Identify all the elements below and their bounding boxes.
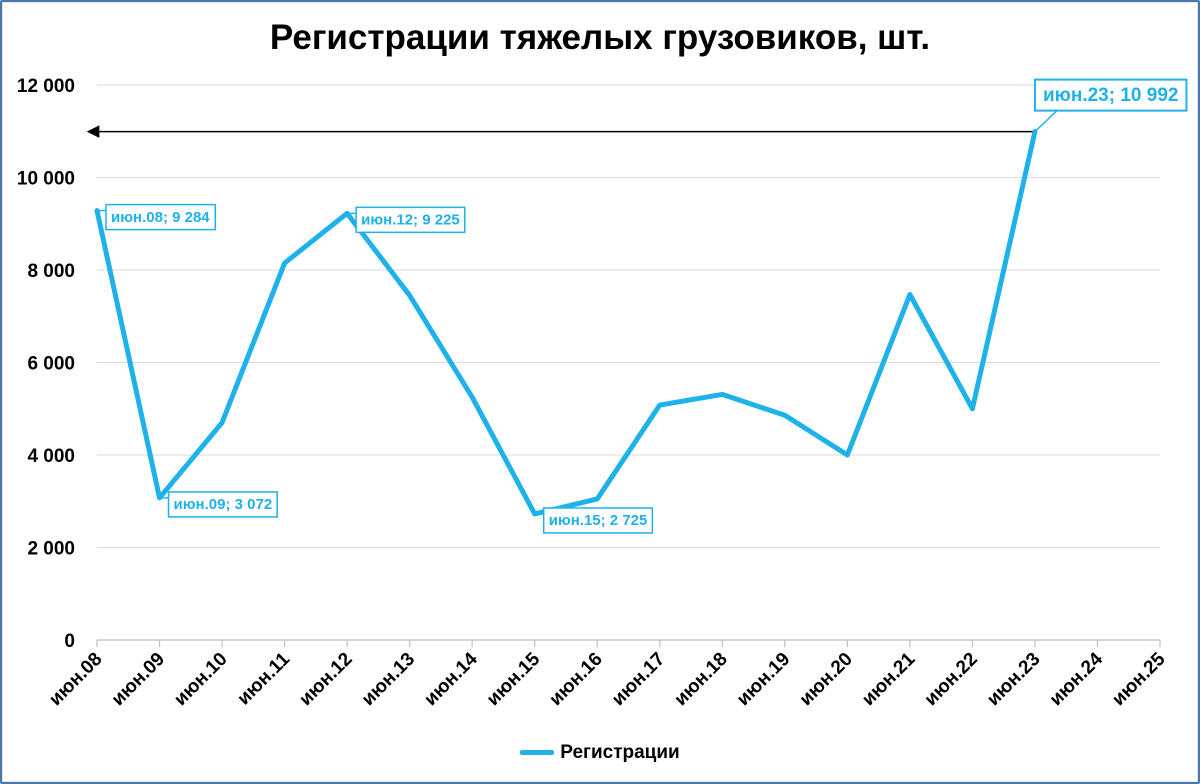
y-tick-label: 8 000	[27, 261, 75, 282]
x-tick-label: июн.08	[45, 649, 106, 710]
data-point	[595, 496, 600, 502]
series-line-registrations	[94, 129, 1038, 517]
x-tick-label: июн.09	[108, 649, 169, 710]
x-tick-label: июн.20	[796, 649, 857, 710]
series-line	[94, 129, 1038, 517]
x-tick-label: июн.19	[733, 649, 794, 710]
data-point	[469, 394, 475, 400]
legend-label: Регистрации	[560, 742, 680, 763]
y-tick-label: 2 000	[27, 539, 75, 560]
x-tick-label: июн.17	[608, 649, 669, 710]
data-label-text: июн.09; 3 072	[174, 496, 273, 513]
data-label-text: июн.23; 10 992	[1043, 85, 1179, 106]
data-point	[282, 260, 287, 266]
x-tick-label: июн.23	[983, 649, 1044, 710]
data-label-box	[167, 491, 278, 518]
x-tick-label: июн.11	[233, 648, 294, 709]
data-label-text: июн.15; 2 725	[549, 512, 648, 529]
data-point	[845, 452, 850, 458]
data-label-box	[542, 507, 654, 534]
x-tick-label: июн.10	[170, 649, 231, 710]
data-point	[407, 293, 412, 298]
x-tick-label: июн.25	[1108, 648, 1170, 710]
y-tick-label: 10 000	[17, 169, 75, 190]
data-label: июн.08; 9 284	[97, 203, 217, 231]
data-label-text: июн.12; 9 225	[361, 212, 460, 229]
y-tick-label: 4 000	[27, 446, 75, 467]
data-label: июн.15; 2 725	[534, 507, 654, 534]
x-tick-label: июн.16	[545, 649, 606, 710]
x-tick-label: июн.14	[420, 648, 482, 710]
x-tick-label: июн.15	[483, 648, 545, 710]
x-tick-label: июн.13	[358, 649, 419, 710]
legend: Регистрации	[0, 742, 1200, 764]
data-point	[907, 292, 913, 297]
data-label: июн.12; 9 225	[347, 206, 466, 234]
y-tick-label: 6 000	[27, 354, 75, 375]
chart-title: Регистрации тяжелых грузовиков, шт.	[269, 18, 931, 57]
data-label: июн.23; 10 992	[1033, 78, 1188, 133]
data-point	[720, 392, 725, 397]
axes	[96, 639, 1161, 647]
y-axis-ticks: 0 2 000 4 000 6 000 8 000 10 000 12 000	[17, 76, 75, 652]
x-axis-ticks: июн.08 июн.09 июн.10 июн.11 июн.12 июн.13 июн.…	[45, 648, 1170, 710]
data-point	[657, 402, 662, 408]
data-point	[970, 406, 975, 411]
x-tick-label: июн.18	[670, 649, 731, 710]
data-point	[219, 420, 225, 425]
data-label: июн.09; 3 072	[159, 491, 278, 518]
data-label-box	[105, 203, 217, 231]
data-label-text: июн.08; 9 284	[111, 209, 210, 226]
data-label-box	[1033, 78, 1188, 112]
x-tick-label: июн.21	[858, 648, 920, 710]
x-tick-label: июн.12	[295, 649, 356, 710]
data-point	[782, 413, 788, 418]
legend-swatch	[520, 750, 555, 756]
gridlines	[97, 84, 1160, 548]
y-tick-label: 12 000	[17, 76, 75, 97]
data-label-box	[355, 206, 466, 234]
data-point	[344, 211, 350, 216]
data-label-leader	[1034, 110, 1058, 133]
data-labels: июн.08; 9 284 июн.09; 3 072 июн.12; 9 225 и…	[97, 78, 1188, 534]
x-tick-label: июн.22	[921, 649, 982, 710]
y-tick-label: 0	[64, 631, 75, 652]
x-tick-label: июн.24	[1046, 648, 1108, 710]
